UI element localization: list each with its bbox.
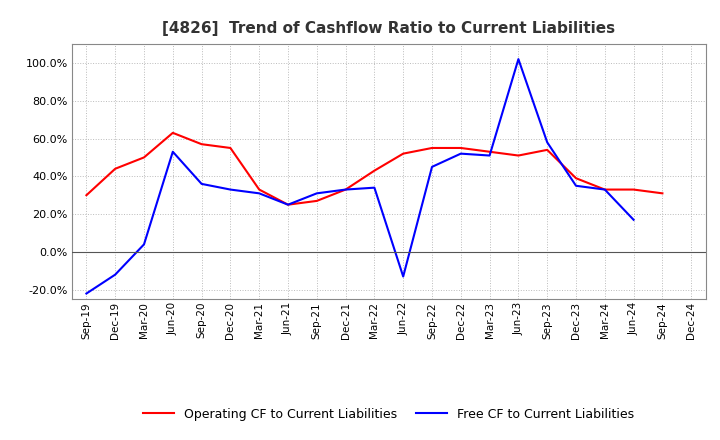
- Operating CF to Current Liabilities: [543, 147, 552, 153]
- Line: Operating CF to Current Liabilities: Operating CF to Current Liabilities: [86, 133, 662, 205]
- Free CF to Current Liabilities: [600, 187, 609, 192]
- Operating CF to Current Liabilities: [428, 145, 436, 150]
- Operating CF to Current Liabilities: [456, 145, 465, 150]
- Operating CF to Current Liabilities: [312, 198, 321, 204]
- Free CF to Current Liabilities: [312, 191, 321, 196]
- Free CF to Current Liabilities: [543, 139, 552, 145]
- Operating CF to Current Liabilities: [111, 166, 120, 172]
- Free CF to Current Liabilities: [255, 191, 264, 196]
- Operating CF to Current Liabilities: [341, 187, 350, 192]
- Free CF to Current Liabilities: [370, 185, 379, 191]
- Free CF to Current Liabilities: [168, 149, 177, 154]
- Operating CF to Current Liabilities: [197, 142, 206, 147]
- Free CF to Current Liabilities: [82, 291, 91, 296]
- Free CF to Current Liabilities: [629, 217, 638, 223]
- Operating CF to Current Liabilities: [629, 187, 638, 192]
- Line: Free CF to Current Liabilities: Free CF to Current Liabilities: [86, 59, 634, 293]
- Free CF to Current Liabilities: [226, 187, 235, 192]
- Free CF to Current Liabilities: [456, 151, 465, 156]
- Free CF to Current Liabilities: [111, 272, 120, 277]
- Operating CF to Current Liabilities: [658, 191, 667, 196]
- Operating CF to Current Liabilities: [514, 153, 523, 158]
- Operating CF to Current Liabilities: [370, 168, 379, 173]
- Operating CF to Current Liabilities: [284, 202, 292, 207]
- Free CF to Current Liabilities: [140, 242, 148, 247]
- Free CF to Current Liabilities: [514, 56, 523, 62]
- Free CF to Current Liabilities: [341, 187, 350, 192]
- Operating CF to Current Liabilities: [255, 187, 264, 192]
- Operating CF to Current Liabilities: [168, 130, 177, 136]
- Operating CF to Current Liabilities: [600, 187, 609, 192]
- Operating CF to Current Liabilities: [226, 145, 235, 150]
- Legend: Operating CF to Current Liabilities, Free CF to Current Liabilities: Operating CF to Current Liabilities, Fre…: [138, 403, 639, 425]
- Free CF to Current Liabilities: [485, 153, 494, 158]
- Operating CF to Current Liabilities: [140, 155, 148, 160]
- Free CF to Current Liabilities: [399, 274, 408, 279]
- Free CF to Current Liabilities: [284, 202, 292, 207]
- Free CF to Current Liabilities: [428, 164, 436, 169]
- Operating CF to Current Liabilities: [485, 149, 494, 154]
- Title: [4826]  Trend of Cashflow Ratio to Current Liabilities: [4826] Trend of Cashflow Ratio to Curren…: [162, 21, 616, 36]
- Operating CF to Current Liabilities: [82, 193, 91, 198]
- Operating CF to Current Liabilities: [399, 151, 408, 156]
- Operating CF to Current Liabilities: [572, 176, 580, 181]
- Free CF to Current Liabilities: [572, 183, 580, 188]
- Free CF to Current Liabilities: [197, 181, 206, 187]
